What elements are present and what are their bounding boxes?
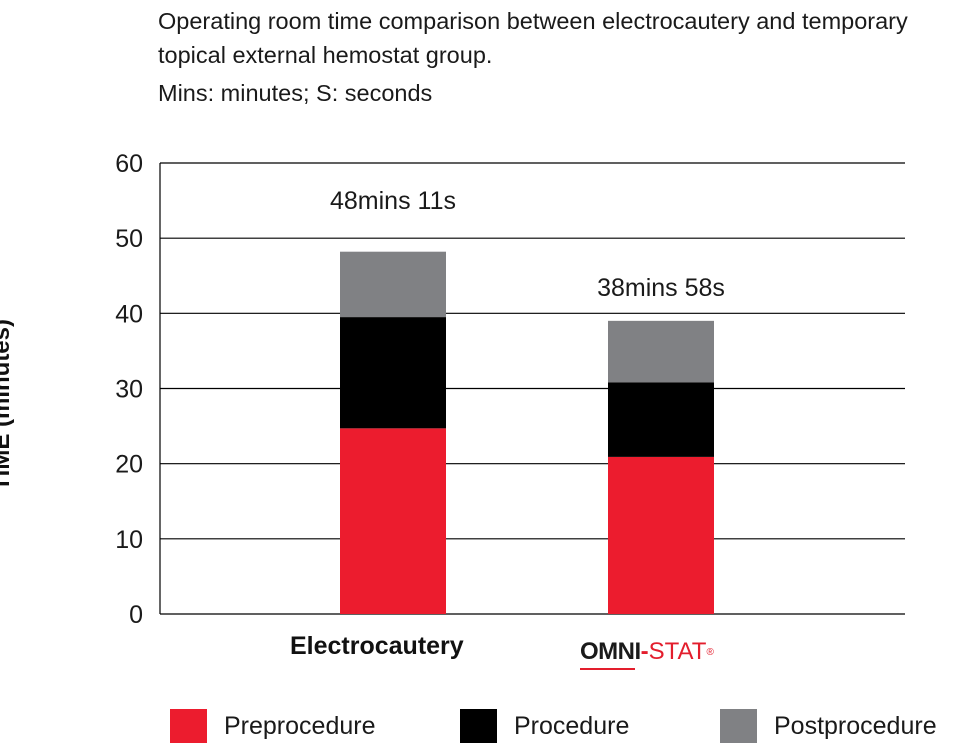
logo-omni-text: OMNI	[580, 638, 641, 665]
legend-label-procedure: Procedure	[514, 711, 630, 740]
legend-item-preprocedure: Preprocedure	[170, 708, 375, 744]
y-tick-label-40: 40	[115, 300, 143, 328]
logo-registered-mark: ®	[706, 647, 714, 659]
y-tick-label-50: 50	[115, 225, 143, 253]
y-tick-label-10: 10	[115, 526, 143, 554]
chart-subtitle: Mins: minutes; S: seconds	[158, 80, 433, 106]
category-label-electrocautery: Electrocautery	[290, 632, 464, 660]
legend-swatch-postprocedure	[720, 709, 757, 743]
legend-swatch-procedure	[460, 709, 497, 743]
legend-item-procedure: Procedure	[460, 708, 629, 744]
bar-total-label-1: 38mins 58s	[597, 274, 725, 302]
legend-item-postprocedure: Postprocedure	[720, 708, 937, 744]
y-tick-label-30: 30	[115, 376, 143, 404]
y-tick-label-20: 20	[115, 451, 143, 479]
bar-segment-postprocedure-1	[608, 320, 714, 383]
legend-label-preprocedure: Preprocedure	[224, 711, 376, 740]
omni-stat-logo: OMNI-STAT®	[580, 638, 714, 670]
y-tick-label-60: 60	[115, 150, 143, 178]
bar-segment-procedure-0	[340, 317, 446, 429]
logo-underline	[580, 668, 635, 670]
logo-stat-text: STAT	[648, 638, 707, 665]
logo-dash-text: -	[640, 638, 649, 665]
bar-segment-preprocedure-1	[608, 456, 714, 614]
bar-segment-postprocedure-0	[340, 251, 446, 318]
legend: Preprocedure Procedure Postprocedure	[0, 708, 977, 748]
bar-segment-preprocedure-0	[340, 428, 446, 614]
legend-swatch-preprocedure	[170, 709, 207, 743]
bar-segment-procedure-1	[608, 382, 714, 457]
stacked-bar-chart: 0 10 20 30 40 50 60 48mins 11s 38mins 58s	[115, 150, 905, 629]
chart-title: Operating room time comparison between e…	[158, 8, 908, 68]
y-axis-label: TIME (minutes)	[0, 319, 15, 491]
bar-total-label-0: 48mins 11s	[330, 187, 456, 215]
y-tick-label-0: 0	[129, 601, 143, 629]
legend-label-postprocedure: Postprocedure	[774, 711, 937, 740]
